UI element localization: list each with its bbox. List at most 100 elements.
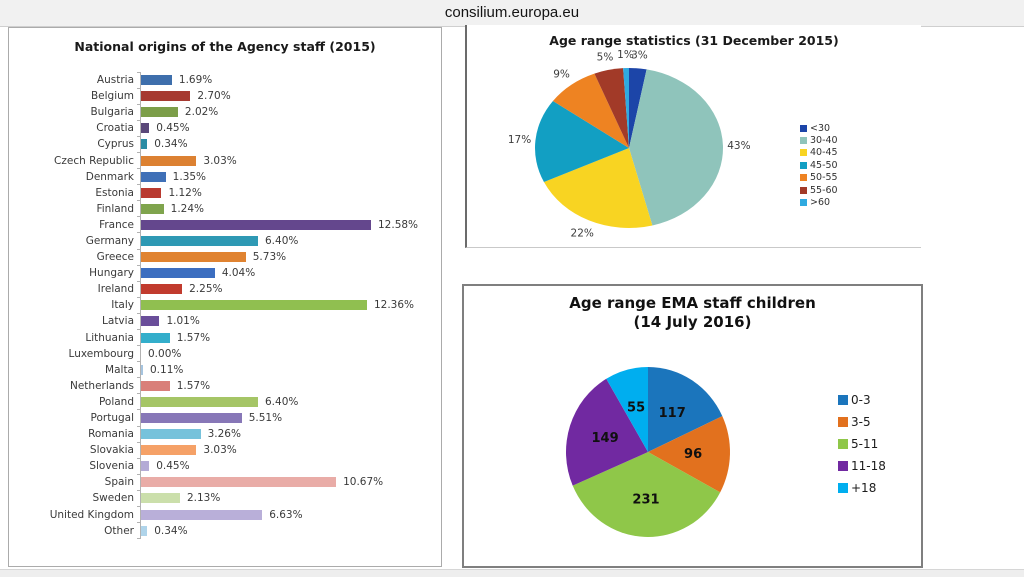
- bar-value-label: 3.03%: [203, 154, 237, 167]
- bar-category-label: Spain: [104, 476, 134, 489]
- pie-slice-4550: [535, 100, 629, 183]
- bar-plot-cell: 0.34%: [137, 135, 441, 153]
- bar-slovakia: [141, 445, 197, 456]
- axis-tick: [137, 280, 141, 282]
- axis-tick: [137, 425, 141, 427]
- ema-children-legend: 0-3 3-5 5-11 11-18 +18: [838, 389, 886, 499]
- bar-plot-cell: 0.00%: [137, 345, 441, 362]
- bar-category-label: Estonia: [95, 186, 134, 199]
- bar-category-label: Malta: [105, 363, 134, 376]
- bar-lithuania: [141, 332, 170, 343]
- legend-swatch: [800, 149, 807, 157]
- bar-value-label: 1.01%: [166, 315, 200, 328]
- bar-value-label: 0.34%: [154, 524, 188, 537]
- bar-plot-cell: 6.40%: [137, 393, 441, 410]
- bar-plot-cell: 6.40%: [137, 232, 441, 250]
- site-title: consilium.europa.eu: [444, 4, 580, 21]
- axis-tick: [137, 248, 141, 250]
- bar-value-label: 12.36%: [373, 299, 415, 312]
- bar-category-label: Slovenia: [89, 460, 134, 473]
- bar-row: Romania 3.26%: [9, 425, 441, 443]
- bar-value-label: 2.70%: [197, 90, 231, 103]
- bar-category-label: Cyprus: [97, 138, 134, 151]
- bar-category-label: France: [99, 218, 134, 231]
- axis-tick: [137, 473, 141, 475]
- pie-data-label: 96: [684, 447, 702, 462]
- bar-greece: [141, 252, 246, 263]
- bar-category-label: Bulgaria: [90, 106, 134, 119]
- bar-category-label: Ireland: [97, 283, 134, 296]
- pie-slice-3040: [629, 69, 724, 226]
- bar-plot-cell: 0.45%: [137, 119, 441, 137]
- legend-label: >60: [810, 197, 831, 209]
- axis-tick: [137, 296, 141, 298]
- axis-tick: [137, 119, 141, 121]
- bar-plot-cell: 3.03%: [137, 441, 441, 459]
- ema-children-title-line1: Age range EMA staff children: [569, 294, 816, 312]
- bar-france: [141, 219, 371, 230]
- bar-plot-cell: 3.03%: [137, 151, 441, 169]
- bar-category-label: Portugal: [90, 412, 135, 425]
- bar-spain: [141, 477, 337, 488]
- legend-label: 40-45: [810, 147, 838, 159]
- pie-data-label: 55: [627, 400, 645, 415]
- bar-value-label: 0.00%: [148, 347, 182, 360]
- bar-chart-title: National origins of the Agency staff (20…: [74, 39, 376, 54]
- bar-value-label: 0.45%: [156, 460, 190, 473]
- bar-row: Cyprus 0.34%: [9, 135, 441, 153]
- legend-label: 45-50: [810, 159, 838, 171]
- bar-row: Greece 5.73%: [9, 248, 441, 266]
- pie-data-label: 1%: [617, 49, 634, 61]
- bar-plot-cell: 2.02%: [137, 103, 441, 121]
- age-range-staff-legend: <30 30-40 40-45 45-50 50-55 55-60 >60: [800, 122, 838, 209]
- bar-plot-cell: 12.36%: [137, 296, 441, 314]
- ema-children-pie: 117 96 231 149 55: [566, 367, 731, 538]
- ema-children-title-line2: (14 July 2016): [633, 313, 752, 331]
- axis-tick: [137, 538, 141, 540]
- pie-slice-4045: [543, 148, 653, 229]
- bar-plot-cell: 2.25%: [137, 280, 441, 298]
- bar-plot-cell: 3.26%: [137, 425, 441, 443]
- bar-category-label: United Kingdom: [49, 508, 134, 521]
- bar-plot-cell: 1.69%: [137, 71, 441, 89]
- bar-netherlands: [141, 380, 170, 391]
- bar-row: United Kingdom 6.63%: [9, 506, 441, 523]
- bar-row: Estonia 1.12%: [9, 184, 441, 201]
- bar-value-label: 6.40%: [265, 234, 299, 247]
- legend-swatch: [800, 137, 807, 145]
- legend-item: 40-45: [800, 147, 838, 159]
- bar-category-label: Croatia: [96, 122, 134, 135]
- bar-category-label: Romania: [88, 428, 134, 441]
- bar-row: Finland 1.24%: [9, 200, 441, 217]
- bar-category-label: Luxembourg: [68, 347, 134, 360]
- legend-swatch: [838, 417, 848, 427]
- legend-label: 3-5: [851, 415, 871, 429]
- bar-category-label: Germany: [85, 234, 134, 247]
- axis-tick: [137, 184, 141, 186]
- legend-item: 50-55: [800, 172, 838, 184]
- bar-plot-cell: 4.04%: [137, 264, 441, 282]
- bar-plot-cell: 0.45%: [137, 457, 441, 475]
- bar-value-label: 5.51%: [248, 412, 283, 425]
- bar-plot-cell: 6.63%: [137, 506, 441, 523]
- bar-row: Italy 12.36%: [9, 296, 441, 314]
- bar-sweden: [141, 493, 180, 504]
- bar-row: Spain 10.67%: [9, 473, 441, 491]
- bar-ireland: [141, 284, 183, 295]
- legend-item: 45-50: [800, 159, 838, 171]
- bar-value-label: 5.73%: [252, 251, 287, 264]
- bar-plot-cell: 1.12%: [137, 184, 441, 201]
- pie-slice-18: [606, 367, 648, 452]
- axis-tick: [137, 409, 141, 411]
- age-range-staff-title: Age range statistics (31 December 2015): [549, 33, 839, 48]
- bar-row: Other 0.34%: [9, 522, 441, 540]
- axis-tick: [137, 168, 141, 170]
- age-range-staff-pie: 3% 43% 22% 17% 9% 5% 1%: [508, 49, 751, 239]
- bar-plot-cell: 1.24%: [137, 200, 441, 217]
- legend-item: <30: [800, 122, 838, 134]
- pie-slice-03: [648, 367, 723, 452]
- axis-tick: [137, 329, 141, 330]
- legend-swatch: [800, 174, 807, 182]
- bar-plot-cell: 1.57%: [137, 377, 441, 394]
- bar-plot-cell: 0.34%: [137, 522, 441, 540]
